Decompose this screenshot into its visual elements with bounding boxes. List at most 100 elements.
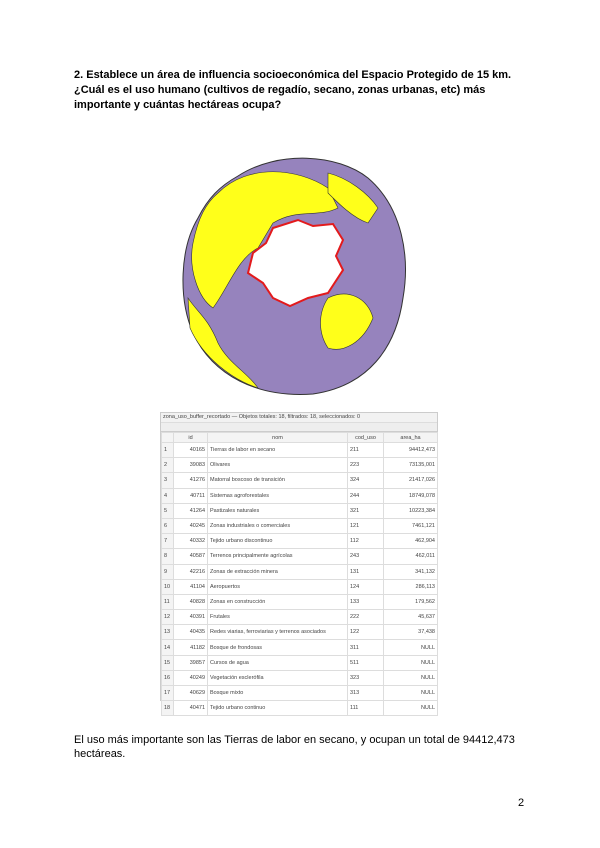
table-cell: 211: [347, 441, 384, 459]
table-cell: 14: [161, 639, 174, 656]
table-cell: 2: [161, 457, 174, 474]
table-row: 15 39857 Cursos de agua 511 NULL: [161, 654, 438, 671]
column-header: nom: [207, 432, 348, 443]
table-cell: Sistemas agroforestales: [207, 487, 348, 504]
table-cell: 12: [161, 609, 174, 626]
table-cell: Olivares: [207, 457, 348, 474]
table-cell: 41276: [173, 472, 208, 489]
table-cell: 341,132: [383, 563, 438, 580]
table-cell: 40828: [173, 593, 208, 611]
column-header: cod_uso: [347, 432, 384, 443]
table-cell: Bosque mixto: [207, 684, 348, 702]
table-cell: 41182: [173, 639, 208, 656]
answer-line: El uso más importante son las Tierras de…: [74, 734, 515, 746]
question: 2. Establece un área de influencia socio…: [74, 68, 544, 113]
table-cell: 10: [161, 578, 174, 595]
table-cell: Aeropuertos: [207, 578, 348, 595]
table-cell: 17: [161, 684, 174, 702]
column-header: id: [173, 432, 208, 443]
table-row: 16 40249 Vegetación esclerófila 323 NULL: [161, 669, 438, 687]
table-cell: 13: [161, 624, 174, 641]
table-cell: 10223,384: [383, 502, 438, 519]
table-cell: 124: [347, 578, 384, 595]
table-cell: 41264: [173, 502, 208, 519]
page-number: 2: [518, 797, 525, 809]
table-cell: 18: [161, 700, 174, 717]
table-row: 9 42216 Zonas de extracción minera 131 341,1…: [161, 563, 438, 580]
answer: El uso más importante son las Tierras de…: [74, 733, 544, 761]
table-cell: 3: [161, 472, 174, 489]
table-cell: 94412,473: [383, 441, 438, 459]
table-row: 18 40471 Tejido urbano continuo 111 NULL: [161, 700, 438, 717]
table-row: 6 40245 Zonas industriales o comerciales 12…: [161, 517, 438, 535]
table-title: zona_uso_buffer_recortado — Objetos tota…: [161, 413, 437, 423]
table-cell: Tejido urbano continuo: [207, 700, 348, 717]
table-cell: 4: [161, 487, 174, 504]
attribute-table: zona_uso_buffer_recortado — Objetos tota…: [160, 412, 438, 717]
table-cell: Zonas industriales o comerciales: [207, 517, 348, 535]
table-row: 1 40165 Tierras de labor en secano 211 94412…: [161, 441, 438, 459]
table-cell: 11: [161, 593, 174, 611]
question-line: importante y cuántas hectáreas ocupa?: [74, 99, 282, 111]
column-header: area_ha: [383, 432, 438, 443]
header-row: id nom cod_uso area_ha: [161, 432, 438, 443]
table-row: 4 40711 Sistemas agroforestales 244 18749,07…: [161, 487, 438, 504]
table-cell: Zonas de extracción minera: [207, 563, 348, 580]
table-cell: Tierras de labor en secano: [207, 441, 348, 459]
table-cell: 179,562: [383, 593, 438, 611]
table: id nom cod_uso area_ha 1 40165 Tierras de lab…: [161, 432, 438, 717]
table-cell: 40587: [173, 548, 208, 565]
table-row: 13 40435 Redes viarias, ferroviarias y ter…: [161, 624, 438, 641]
table-cell: 6: [161, 517, 174, 535]
table-cell: 40471: [173, 700, 208, 717]
table-cell: 243: [347, 548, 384, 565]
table-cell: 40629: [173, 684, 208, 702]
table-cell: Bosque de frondosas: [207, 639, 348, 656]
table-cell: 40391: [173, 609, 208, 626]
table-cell: 7: [161, 533, 174, 550]
table-cell: Matorral boscoso de transición: [207, 472, 348, 489]
table-row: 3 41276 Matorral boscoso de transición 324 2…: [161, 472, 438, 489]
table-cell: 462,011: [383, 548, 438, 565]
table-cell: Redes viarias, ferroviarias y terrenos a…: [207, 624, 348, 641]
table-cell: NULL: [383, 669, 438, 687]
table-row: 10 41104 Aeropuertos 124 286,113: [161, 578, 438, 595]
table-cell: 40165: [173, 441, 208, 459]
table-cell: 40249: [173, 669, 208, 687]
table-cell: Zonas en construcción: [207, 593, 348, 611]
table-cell: 462,904: [383, 533, 438, 550]
table-cell: Frutales: [207, 609, 348, 626]
table-cell: Terrenos principalmente agrícolas: [207, 548, 348, 565]
table-cell: 40245: [173, 517, 208, 535]
table-cell: NULL: [383, 654, 438, 671]
table-cell: 323: [347, 669, 384, 687]
question-line: ¿Cuál es el uso humano (cultivos de rega…: [74, 84, 486, 96]
table-cell: 21417,026: [383, 472, 438, 489]
table-cell: Tejido urbano discontinuo: [207, 533, 348, 550]
table-cell: 324: [347, 472, 384, 489]
column-header: [161, 432, 174, 443]
table-row: 8 40587 Terrenos principalmente agrícolas 2…: [161, 548, 438, 565]
table-cell: 39083: [173, 457, 208, 474]
table-cell: 9: [161, 563, 174, 580]
table-cell: 8: [161, 548, 174, 565]
table-cell: 45,637: [383, 609, 438, 626]
table-cell: 111: [347, 700, 384, 717]
table-cell: 15: [161, 654, 174, 671]
table-cell: 112: [347, 533, 384, 550]
table-cell: 40332: [173, 533, 208, 550]
toolbar: [161, 423, 437, 432]
table-cell: 286,113: [383, 578, 438, 595]
table-cell: 41104: [173, 578, 208, 595]
table-cell: 131: [347, 563, 384, 580]
table-cell: 122: [347, 624, 384, 641]
map: [182, 157, 406, 395]
table-cell: 121: [347, 517, 384, 535]
table-row: 14 41182 Bosque de frondosas 311 NULL: [161, 639, 438, 656]
question-line: 2. Establece un área de influencia socio…: [74, 69, 512, 81]
table-row: 2 39083 Olivares 223 73135,001: [161, 457, 438, 474]
table-cell: 42216: [173, 563, 208, 580]
table-cell: NULL: [383, 700, 438, 717]
table-cell: Pastizales naturales: [207, 502, 348, 519]
